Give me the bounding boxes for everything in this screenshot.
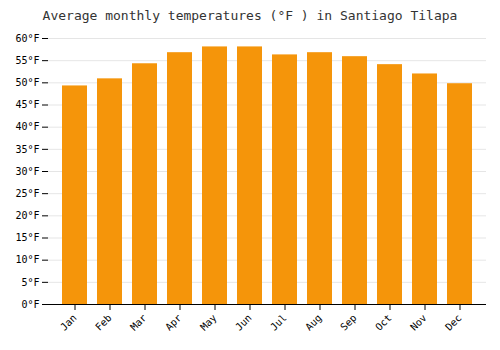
svg-text:45°F: 45°F [15, 99, 39, 110]
svg-text:May: May [198, 312, 219, 333]
svg-text:Sep: Sep [338, 312, 359, 333]
svg-text:Oct: Oct [373, 312, 394, 333]
svg-text:40°F: 40°F [15, 121, 39, 132]
svg-text:Nov: Nov [408, 312, 429, 333]
svg-text:Jul: Jul [268, 312, 289, 333]
svg-text:20°F: 20°F [15, 210, 39, 221]
svg-text:Aug: Aug [303, 312, 324, 333]
svg-text:5°F: 5°F [21, 277, 39, 288]
svg-text:35°F: 35°F [15, 144, 39, 155]
svg-text:30°F: 30°F [15, 166, 39, 177]
svg-text:0°F: 0°F [21, 299, 39, 310]
svg-text:Jun: Jun [233, 312, 254, 333]
svg-text:55°F: 55°F [15, 55, 39, 66]
html-text:Average monthly temperatures (: Average monthly temperatures (°F ) in Sa… [42, 8, 458, 23]
svg-text:60°F: 60°F [15, 33, 39, 44]
svg-text:25°F: 25°F [15, 188, 39, 199]
svg-text:Mar: Mar [128, 312, 149, 333]
svg-text:Dec: Dec [443, 312, 464, 333]
svg-text:Apr: Apr [163, 312, 184, 333]
svg-text:50°F: 50°F [15, 77, 39, 88]
svg-text:Jan: Jan [58, 312, 79, 333]
svg-text:10°F: 10°F [15, 254, 39, 265]
svg-text:15°F: 15°F [15, 232, 39, 243]
svg-text:Feb: Feb [93, 312, 114, 333]
